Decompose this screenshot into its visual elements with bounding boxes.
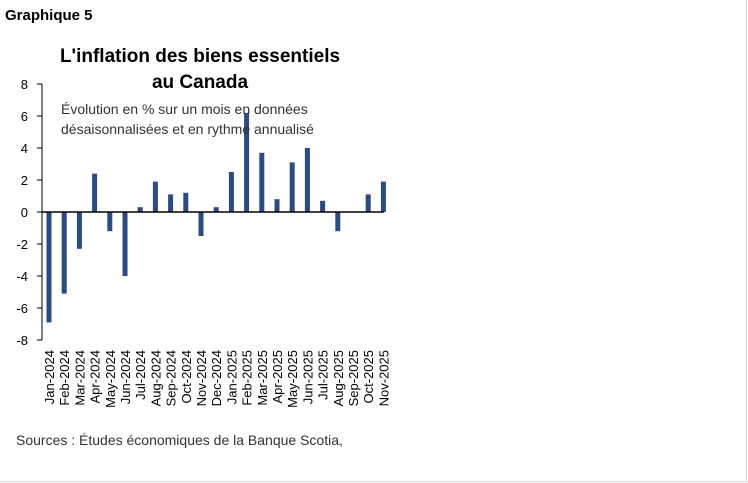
y-tick-label: 2 [21, 173, 28, 188]
y-tick-label: 6 [21, 109, 28, 124]
bar [137, 207, 143, 212]
bar [152, 181, 158, 212]
y-tick-label: 0 [21, 205, 28, 220]
bar [320, 200, 326, 212]
x-tick-label: Jan-2025 [224, 350, 239, 404]
x-tick-label: Mar-2024 [72, 350, 87, 406]
x-tick-label: Aug-2025 [331, 350, 346, 406]
bar [213, 207, 219, 212]
x-tick-label: May-2024 [103, 350, 118, 408]
bar [168, 194, 174, 212]
y-tick-label: 4 [21, 141, 28, 156]
chart-subtitle: Évolution en % sur un mois en données dé… [61, 99, 314, 139]
x-tick-label: May-2025 [285, 350, 300, 408]
x-tick-label: Jul-2024 [133, 350, 148, 400]
chart-subtitle-line-1: Évolution en % sur un mois en données [61, 101, 308, 117]
chart-title-line-2: au Canada [151, 72, 249, 93]
figure-label: Graphique 5 [5, 7, 93, 24]
x-tick-label: Jun-2024 [118, 350, 133, 404]
bar [122, 212, 128, 276]
x-tick-label: Feb-2024 [57, 350, 72, 406]
x-tick-label: Jul-2025 [316, 350, 331, 400]
bar [259, 152, 265, 212]
bar [61, 212, 67, 294]
x-tick-label: Sep-2025 [346, 350, 361, 406]
chart-title: L'inflation des biens essentiels au Cana… [40, 44, 360, 96]
x-tick-label: Jan-2024 [42, 350, 57, 404]
chart-title-line-1: L'inflation des biens essentiels [59, 46, 341, 67]
x-tick-label: Nov-2025 [376, 350, 391, 406]
bar [244, 112, 250, 212]
bar [107, 212, 113, 232]
bar [274, 199, 280, 212]
bar-series [46, 112, 386, 323]
x-tick-label: Apr-2024 [88, 350, 103, 403]
bar [92, 173, 98, 212]
x-tick-label: Apr-2025 [270, 350, 285, 403]
bar [304, 148, 310, 212]
x-axis: Jan-2024 Feb-2024 Mar-2024 Apr-2024 May-2024… [42, 211, 391, 408]
x-tick-label: Sep-2024 [164, 350, 179, 406]
x-tick-label: Dec-2024 [209, 350, 224, 406]
y-tick-label: -6 [16, 301, 28, 316]
bar [228, 172, 234, 212]
x-tick-label: Feb-2025 [240, 350, 255, 406]
bar [46, 212, 52, 323]
x-tick-label: Aug-2024 [148, 350, 163, 406]
bar [183, 192, 189, 212]
x-tick-label: Jun-2025 [300, 350, 315, 404]
bar [198, 212, 204, 236]
x-tick-label: Nov-2024 [194, 350, 209, 406]
bar [365, 194, 371, 212]
chart-subtitle-line-2: désaisonnalisées et en rythme annualisé [61, 121, 314, 137]
bar [380, 181, 386, 212]
bar [289, 162, 295, 212]
y-axis: 8 6 4 2 0 -2 -4 -6 -8 [16, 77, 43, 348]
x-tick-label: Mar-2025 [255, 350, 270, 406]
bar [76, 212, 82, 249]
y-tick-label: -8 [16, 333, 28, 348]
bar [335, 212, 341, 232]
source-note: Sources : Études économiques de la Banqu… [16, 432, 343, 448]
x-tick-label: Oct-2025 [361, 350, 376, 403]
x-tick-label: Oct-2024 [179, 350, 194, 403]
y-tick-label: -2 [16, 237, 28, 252]
y-tick-label: 8 [21, 77, 28, 92]
y-tick-label: -4 [16, 269, 28, 284]
